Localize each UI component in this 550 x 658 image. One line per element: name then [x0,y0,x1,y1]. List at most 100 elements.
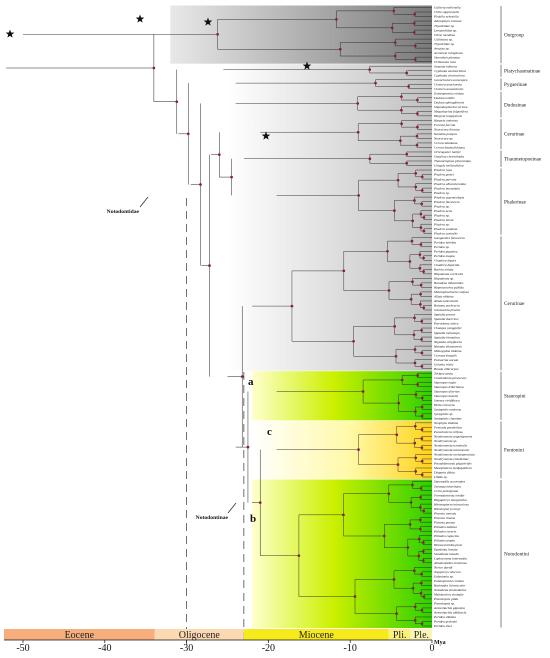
node-dot [422,306,426,310]
tip-label: Curuzza frugalis [434,353,457,357]
node-dot [420,622,424,626]
node-dot [258,501,262,505]
tip-label: Phalera sp. [433,204,450,208]
node-dot [417,537,421,541]
node-dot [420,319,424,323]
node-dot [230,175,233,179]
node-dot [186,132,190,136]
tip-label: Pheosia gnoma [433,520,455,524]
node-dot [409,297,413,301]
tip-label: Stauropus teikichiana [434,385,464,389]
node-dot [217,153,221,156]
node-dot [411,219,415,223]
clade-name: Phalerinae [504,199,527,205]
tip-label: Calliteara sp. [434,37,453,41]
tip-label: Disparia diluta [433,471,455,475]
node-dot [412,21,416,25]
notodontini-shade [252,479,432,628]
node-dot [419,292,422,296]
node-dot [393,209,396,213]
tip-label: Phalera grotei [433,173,454,177]
tip-label: Melalophacharia confusa [433,290,469,294]
epoch-label: Ple. [414,630,429,641]
node-dot [421,550,425,553]
node-dot [400,122,403,126]
tip-label: Pseudofentonia plagiviridis [433,462,472,466]
clade-name: Cerurinae [504,132,525,138]
notodontidae-pointer [139,196,149,208]
node-dot [386,249,389,253]
tip-label: Megashachia fulgurifera [433,110,468,114]
notodontinae-pointer [227,502,237,514]
node-dot [400,378,404,382]
node-dot [396,463,400,466]
node-dot [297,554,301,558]
tip-label: Acmeshachia albifascia [433,611,467,615]
node-dot [368,157,372,161]
node-dot [393,41,397,44]
node-dot [419,243,423,246]
tip-label: Dudusa nobilis [433,96,455,100]
tip-label: Chadisra bipars [434,259,457,263]
tip-label: Mimopydna sikkima [433,349,462,353]
tip-label: Hagapteryx margaretha [433,498,467,502]
node-dot [420,572,424,576]
tip-label: Phalera raya [433,168,452,172]
node-dot [419,506,422,509]
node-dot [413,58,417,61]
node-dot [413,605,417,609]
axis-tick-label: -50 [16,643,29,653]
tip-label: Phalera sp. [433,222,450,226]
tip-label: Stauropilla accomodus [434,480,466,484]
tip-label: Orthotonia ossa [434,60,456,64]
tip-label: Phalera sp. [433,213,450,217]
tip-label: Allodontoides tenebrosa [433,561,467,565]
tip-label: Lophocosma intermedia [433,556,467,560]
tip-label: Stauropus major [434,380,457,384]
clade-brackets: Outgroup Platychasmatinae Pygaerinae Dudusi… [500,6,542,628]
tip-label: Baradesa lithosioides [434,281,464,285]
tree-nodes [5,9,426,626]
tip-label: Libido sp. [433,475,448,479]
node-dot [412,569,416,573]
tip-label: Peridea grahami [433,620,457,624]
epoch-label: Eocene [65,630,95,641]
fentonini-shade [252,420,432,480]
node-dot [414,185,418,189]
tip-label: Melsiaochra zhubajie [433,593,464,597]
node-dot [413,44,417,48]
tip-label: Rosama auritracta [433,304,460,308]
node-dot [418,527,422,531]
node-dot [414,470,418,473]
clade-name: Dudusinae [504,102,527,108]
axis-tick-label: -40 [98,643,111,653]
node-dot [411,483,414,487]
tip-label: Neodrymonia elisabethae [433,457,469,461]
tip-label: Kamalia priapus [433,132,458,136]
node-dot [420,328,423,332]
node-dot [406,546,410,549]
tip-label: Phalera argenteolepis [433,195,465,199]
node-dot [374,81,377,85]
tip-label: Lymantriidae sp. [433,28,457,32]
node-dot [414,456,418,460]
node-dot [408,260,412,263]
node-dot [356,130,360,134]
node-dot [152,66,156,70]
node-dot [419,486,423,490]
node-dot [419,226,423,229]
tip-label: Acronicta rubiginosa [433,51,463,55]
tip-label: Nerice davidi [433,566,452,570]
node-dot [413,619,417,622]
tip-label: Stauropus basalis [434,394,459,398]
node-dot [420,365,424,368]
tip-label: Thyatiridae sp. [434,42,455,46]
axis-unit-label: Mya [434,640,446,646]
node-dot [405,161,409,165]
tip-label: Sterrodeis plumata [434,55,460,59]
tip-label: Neocerura liturata [433,128,460,132]
node-dot [413,12,417,16]
clade-c-label: c [267,426,272,438]
node-dot [416,125,419,129]
